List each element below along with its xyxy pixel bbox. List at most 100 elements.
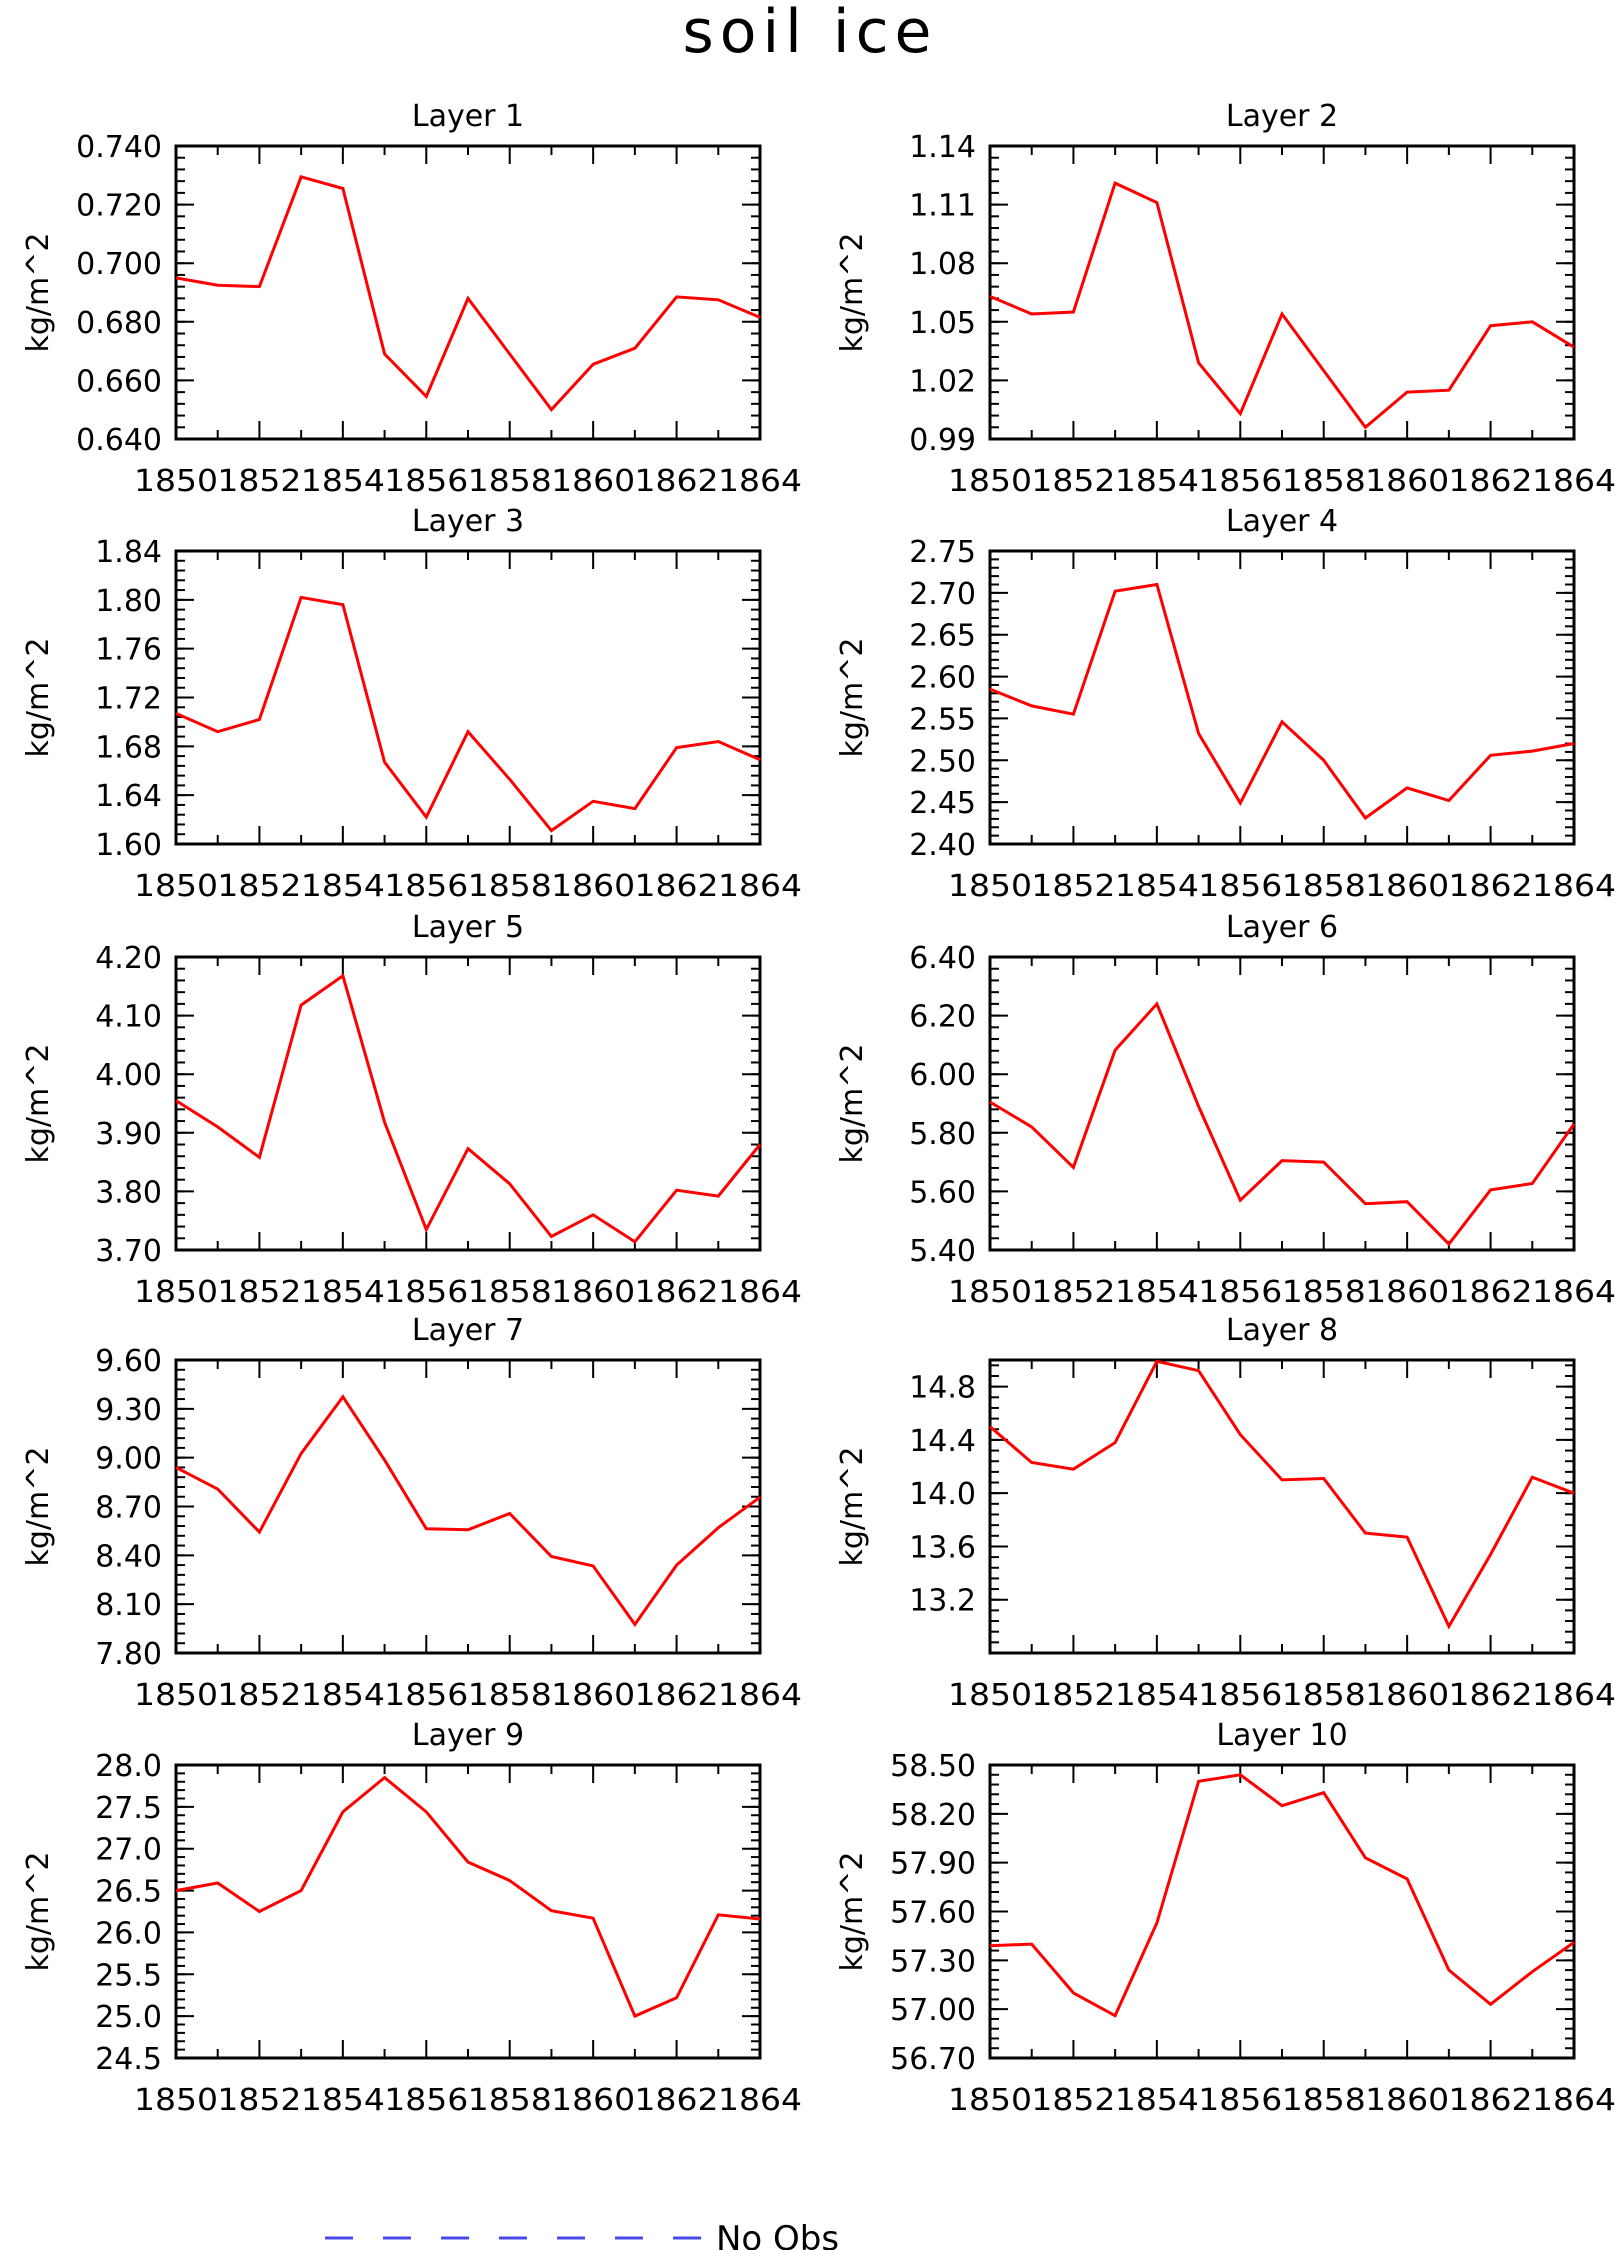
- x-tick-label: 1862: [1449, 1275, 1533, 1310]
- x-tick-label: 1860: [551, 869, 635, 904]
- x-tick-label: 1864: [718, 1275, 802, 1310]
- panel-title: Layer 2: [1226, 99, 1338, 134]
- y-tick-label: 7.80: [95, 1637, 162, 1672]
- legend-label-no-obs: No Obs: [716, 2219, 839, 2250]
- y-tick-label: 3.90: [95, 1117, 162, 1152]
- y-tick-label: 57.30: [890, 1944, 976, 1979]
- y-tick-label: 2.75: [909, 535, 976, 570]
- x-tick-label: 1850: [948, 464, 1032, 499]
- x-tick-label: 1858: [468, 869, 552, 904]
- panel-title: Layer 4: [1226, 504, 1338, 539]
- x-tick-label: 1856: [384, 869, 468, 904]
- y-tick-label: 57.90: [890, 1847, 976, 1882]
- y-tick-label: 2.50: [909, 744, 976, 779]
- series-line: [989, 582, 1575, 821]
- plot-frame: [174, 549, 762, 846]
- series-line: [989, 181, 1575, 430]
- y-tick-label: 57.00: [890, 1993, 976, 2028]
- x-tick-label: 1854: [301, 2083, 385, 2118]
- y-tick-label: 2.40: [909, 828, 976, 863]
- x-tick-label: 1856: [1198, 1275, 1282, 1310]
- y-axis-label: kg/m^2: [21, 1852, 56, 1972]
- x-tick-label: 1854: [1115, 464, 1199, 499]
- series-line: [175, 1394, 761, 1627]
- y-tick-label: 3.80: [95, 1175, 162, 1210]
- x-tick-label: 1864: [1532, 464, 1616, 499]
- x-tick-label: 1856: [1198, 2083, 1282, 2118]
- x-tick-label: 1864: [1532, 1678, 1616, 1713]
- y-tick-label: 1.84: [95, 535, 162, 570]
- y-tick-label: 5.40: [909, 1234, 976, 1269]
- plot-frame: [174, 1763, 762, 2060]
- x-tick-label: 1862: [635, 464, 719, 499]
- plot-frame: [988, 1358, 1576, 1655]
- y-tick-label: 8.70: [95, 1491, 162, 1526]
- y-tick-label: 0.740: [76, 130, 162, 165]
- y-tick-label: 0.700: [76, 247, 162, 282]
- y-tick-label: 2.55: [909, 702, 976, 737]
- panel-title: Layer 6: [1226, 910, 1338, 945]
- x-tick-label: 1850: [948, 1678, 1032, 1713]
- y-tick-label: 1.76: [95, 633, 162, 668]
- y-tick-label: 58.20: [890, 1798, 976, 1833]
- y-tick-label: 1.11: [909, 189, 976, 224]
- chart-panel-2: Layer 2 1850 1852 1854 1856 1858 1860 1862 1864 0…: [835, 99, 1616, 499]
- plot-frame: [174, 144, 762, 441]
- x-tick-label: 1858: [1282, 2083, 1366, 2118]
- legend: No Obs: [325, 2219, 839, 2250]
- y-tick-label: 1.80: [95, 584, 162, 619]
- panel-title: Layer 10: [1216, 1718, 1347, 1753]
- y-tick-label: 2.65: [909, 619, 976, 654]
- series-line: [175, 973, 762, 1244]
- y-tick-label: 57.60: [890, 1896, 976, 1931]
- y-tick-label: 6.00: [909, 1058, 976, 1093]
- plot-frame: [988, 1763, 1576, 2060]
- y-tick-label: 5.60: [909, 1175, 976, 1210]
- x-tick-label: 1854: [301, 1275, 385, 1310]
- x-tick-label: 1852: [217, 2083, 301, 2118]
- y-tick-label: 6.20: [909, 1000, 976, 1035]
- y-tick-label: 26.5: [95, 1875, 162, 1910]
- x-tick-label: 1858: [468, 1678, 552, 1713]
- panel-title: Layer 3: [412, 504, 524, 539]
- series-line: [989, 1001, 1576, 1247]
- y-tick-label: 0.99: [909, 423, 976, 458]
- y-tick-label: 26.0: [95, 1916, 162, 1951]
- x-tick-label: 1858: [1282, 1678, 1366, 1713]
- y-tick-label: 0.640: [76, 423, 162, 458]
- x-tick-label: 1860: [551, 1275, 635, 1310]
- y-tick-label: 8.40: [95, 1539, 162, 1574]
- y-tick-label: 0.680: [76, 306, 162, 341]
- y-axis-label: kg/m^2: [21, 638, 56, 758]
- figure-title: soil ice: [683, 0, 938, 67]
- x-tick-label: 1860: [1365, 1275, 1449, 1310]
- plot-frame: [988, 144, 1576, 441]
- y-tick-label: 2.45: [909, 786, 976, 821]
- y-tick-label: 1.64: [95, 779, 162, 814]
- panel-title: Layer 8: [1226, 1313, 1338, 1348]
- y-tick-label: 9.60: [95, 1344, 162, 1379]
- x-tick-label: 1862: [635, 2083, 719, 2118]
- plot-frame: [988, 955, 1576, 1252]
- x-tick-label: 1858: [468, 1275, 552, 1310]
- y-axis-label: kg/m^2: [835, 233, 870, 353]
- y-axis-label: kg/m^2: [21, 1447, 56, 1567]
- x-tick-label: 1856: [384, 464, 468, 499]
- y-tick-label: 8.10: [95, 1588, 162, 1623]
- y-tick-label: 5.80: [909, 1117, 976, 1152]
- y-tick-label: 13.2: [909, 1584, 976, 1619]
- x-tick-label: 1852: [1031, 1275, 1115, 1310]
- chart-panel-4: Layer 4 1850 1852 1854 1856 1858 1860 1862 1864 2…: [835, 504, 1616, 904]
- x-tick-label: 1862: [1449, 464, 1533, 499]
- y-tick-label: 1.60: [95, 828, 162, 863]
- chart-panel-6: Layer 6 1850 1852 1854 1856 1858 1860 1862 1864 5…: [835, 910, 1616, 1310]
- series-line: [175, 595, 761, 833]
- x-tick-label: 1850: [948, 2083, 1032, 2118]
- x-tick-label: 1856: [1198, 464, 1282, 499]
- x-tick-label: 1862: [635, 869, 719, 904]
- x-tick-label: 1852: [1031, 464, 1115, 499]
- x-tick-label: 1854: [1115, 1678, 1199, 1713]
- chart-panel-5: Layer 5 1850 1852 1854 1856 1858 1860 1862 1864 3…: [21, 910, 802, 1310]
- chart-panel-8: Layer 8 1850 1852 1854 1856 1858 1860 1862 1864 1…: [835, 1313, 1616, 1713]
- x-tick-label: 1858: [1282, 1275, 1366, 1310]
